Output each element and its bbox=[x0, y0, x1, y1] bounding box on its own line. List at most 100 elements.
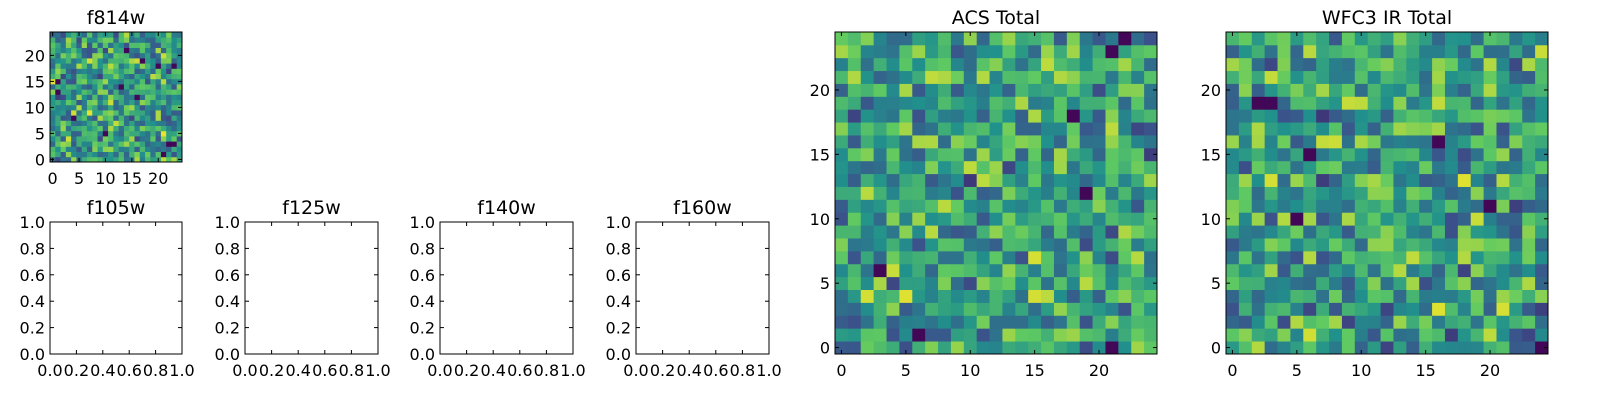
heatmap-cell bbox=[118, 78, 125, 85]
heatmap-cell bbox=[129, 58, 135, 64]
heatmap-cell bbox=[102, 68, 109, 74]
heatmap-cell bbox=[92, 120, 98, 126]
heatmap-cell bbox=[1393, 70, 1407, 84]
heatmap-cell bbox=[86, 94, 93, 100]
heatmap-cell bbox=[1432, 263, 1446, 278]
heatmap-cell bbox=[1419, 44, 1433, 59]
axes-frame bbox=[635, 221, 770, 355]
heatmap-cell bbox=[1118, 122, 1132, 136]
heatmap-cell bbox=[1522, 160, 1536, 175]
heatmap-cell bbox=[899, 173, 913, 187]
heatmap-cell bbox=[92, 115, 98, 121]
heatmap-cell bbox=[1432, 83, 1446, 97]
heatmap-cell bbox=[1238, 135, 1253, 149]
y-tick-label: 15 bbox=[1201, 145, 1221, 164]
heatmap-cell bbox=[989, 83, 1003, 97]
heatmap-cell bbox=[1028, 263, 1042, 278]
heatmap-cell bbox=[963, 96, 978, 110]
heatmap-cell bbox=[123, 58, 130, 64]
heatmap-cell bbox=[976, 225, 990, 239]
heatmap-cell bbox=[134, 37, 141, 43]
heatmap-cell bbox=[1277, 109, 1291, 123]
heatmap-cell bbox=[989, 70, 1003, 84]
x-tick-label: 10 bbox=[1351, 361, 1371, 380]
heatmap-cell bbox=[118, 125, 125, 132]
heatmap-cell bbox=[1066, 57, 1081, 72]
heatmap-cell bbox=[1277, 238, 1291, 252]
heatmap-cell bbox=[1238, 96, 1253, 110]
heatmap-cell bbox=[1118, 289, 1132, 303]
heatmap-cell bbox=[1277, 83, 1291, 97]
heatmap-cell bbox=[1041, 173, 1055, 187]
heatmap-cell bbox=[873, 57, 887, 72]
heatmap-cell bbox=[1251, 341, 1266, 355]
heatmap-cell bbox=[76, 110, 83, 116]
heatmap-cell bbox=[50, 94, 56, 100]
heatmap-cell bbox=[925, 122, 939, 136]
heatmap-cell bbox=[1053, 263, 1068, 278]
heatmap-cell bbox=[1483, 96, 1497, 110]
heatmap-cell bbox=[1316, 289, 1330, 303]
heatmap-cell bbox=[847, 122, 862, 136]
heatmap-cell bbox=[55, 104, 61, 111]
y-tick-label: 1.0 bbox=[215, 213, 240, 232]
panel-f125w: 0.0 0.2 0.4 0.6 0.8 1.00.00.20.40.60.81.0f125… bbox=[215, 197, 391, 380]
heatmap-cell bbox=[1432, 160, 1446, 175]
heatmap-cell bbox=[1105, 135, 1119, 149]
heatmap-cell bbox=[1226, 199, 1240, 213]
heatmap-cell bbox=[1329, 238, 1343, 252]
heatmap-cell bbox=[171, 141, 178, 147]
heatmap-cell bbox=[97, 141, 104, 147]
heatmap-cell bbox=[118, 42, 125, 48]
heatmap-cell bbox=[1535, 135, 1549, 149]
heatmap-cell bbox=[145, 156, 151, 163]
heatmap-cell bbox=[1496, 263, 1510, 278]
heatmap-cell bbox=[1393, 173, 1407, 187]
y-tick-label: 0.4 bbox=[410, 292, 435, 311]
heatmap-cell bbox=[50, 68, 56, 74]
heatmap-cell bbox=[847, 96, 862, 110]
heatmap-cell bbox=[1329, 328, 1343, 342]
heatmap-cell bbox=[155, 94, 162, 100]
heatmap-cell bbox=[65, 156, 72, 163]
heatmap-cell bbox=[1277, 147, 1291, 162]
heatmap-cell bbox=[899, 122, 913, 136]
heatmap-cell bbox=[1341, 160, 1356, 175]
heatmap-cell bbox=[860, 302, 875, 316]
heatmap-cell bbox=[1251, 199, 1266, 213]
heatmap-cell bbox=[938, 147, 952, 162]
heatmap-cell bbox=[950, 302, 965, 316]
heatmap-cell bbox=[835, 32, 849, 46]
heatmap-cell bbox=[71, 136, 77, 142]
heatmap-cell bbox=[1406, 263, 1420, 278]
heatmap-cell bbox=[1367, 225, 1381, 239]
heatmap-cell bbox=[1380, 212, 1394, 226]
heatmap-cell bbox=[60, 47, 67, 54]
heatmap-cell bbox=[60, 125, 67, 132]
heatmap-cell bbox=[92, 42, 98, 48]
heatmap-cell bbox=[1264, 263, 1278, 278]
heatmap-cell bbox=[1277, 250, 1291, 265]
heatmap-cell bbox=[145, 63, 151, 69]
heatmap-cell bbox=[1380, 289, 1394, 303]
heatmap-cell bbox=[1444, 302, 1459, 316]
heatmap-cell bbox=[1496, 225, 1510, 239]
heatmap-cell bbox=[86, 73, 93, 80]
heatmap-cell bbox=[123, 120, 130, 126]
heatmap-cell bbox=[1496, 32, 1510, 46]
heatmap-cell bbox=[129, 37, 135, 43]
heatmap-cell bbox=[171, 73, 178, 80]
heatmap-cell bbox=[155, 58, 162, 64]
heatmap-cell bbox=[1238, 32, 1253, 46]
heatmap-cell bbox=[835, 57, 849, 72]
heatmap-cell bbox=[1329, 70, 1343, 84]
heatmap-cell bbox=[1509, 315, 1523, 329]
heatmap-cell bbox=[847, 328, 862, 342]
heatmap-cell bbox=[1066, 135, 1081, 149]
heatmap-cell bbox=[1144, 70, 1158, 84]
heatmap-cell bbox=[912, 32, 926, 46]
heatmap-cell bbox=[1092, 122, 1106, 136]
heatmap-cell bbox=[1316, 83, 1330, 97]
heatmap-cell bbox=[160, 68, 167, 74]
heatmap-cell bbox=[1470, 83, 1484, 97]
